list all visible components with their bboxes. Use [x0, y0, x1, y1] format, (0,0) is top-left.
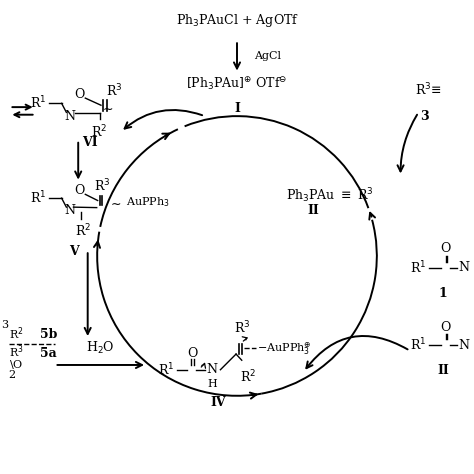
Text: R$^1$: R$^1$	[410, 337, 427, 354]
Text: II: II	[307, 204, 319, 217]
Text: O: O	[74, 88, 84, 101]
Text: 5a: 5a	[40, 346, 57, 360]
Text: VI: VI	[82, 136, 98, 149]
Text: R$^2$: R$^2$	[75, 223, 91, 239]
Text: H: H	[208, 379, 217, 389]
Text: IV: IV	[210, 396, 226, 409]
Text: $\sim$: $\sim$	[100, 101, 113, 115]
Text: R$^1$: R$^1$	[30, 190, 46, 207]
Text: AuPPh$_3$: AuPPh$_3$	[126, 195, 169, 210]
Text: R$^3$: R$^3$	[9, 343, 24, 360]
Text: O: O	[74, 184, 84, 197]
Text: H$_2$O: H$_2$O	[86, 340, 115, 356]
Text: 3: 3	[1, 319, 8, 330]
Text: N: N	[64, 109, 76, 123]
Text: N: N	[459, 261, 470, 274]
Text: R$^3$$\!\equiv$: R$^3$$\!\equiv$	[415, 82, 442, 99]
Text: II: II	[438, 364, 449, 377]
Text: N: N	[206, 363, 217, 376]
Text: R$^3$: R$^3$	[234, 320, 250, 337]
Text: AgCl: AgCl	[254, 51, 281, 61]
Text: 1: 1	[439, 287, 447, 300]
Text: R$^1$: R$^1$	[30, 95, 46, 112]
Text: O: O	[440, 242, 451, 255]
Text: $\backslash$O: $\backslash$O	[9, 357, 24, 371]
Text: R$^2$: R$^2$	[9, 326, 24, 343]
Text: R$^2$: R$^2$	[91, 123, 108, 140]
Text: I: I	[234, 102, 240, 115]
Text: N: N	[64, 204, 76, 218]
Text: 5b: 5b	[40, 328, 58, 341]
Text: O: O	[187, 346, 197, 360]
Text: O: O	[440, 320, 451, 334]
Text: V: V	[69, 245, 78, 258]
Text: 2: 2	[9, 370, 16, 381]
Text: 3: 3	[420, 110, 428, 123]
Text: R$^2$: R$^2$	[240, 368, 256, 385]
Text: $-$AuPPh$_3^{\oplus}$: $-$AuPPh$_3^{\oplus}$	[257, 340, 311, 356]
Text: R$^1$: R$^1$	[158, 361, 174, 378]
Text: Ph$_3$PAuCl + AgOTf: Ph$_3$PAuCl + AgOTf	[175, 12, 299, 29]
Text: R$^1$: R$^1$	[410, 259, 427, 276]
Text: N: N	[459, 338, 470, 352]
Text: $[$Ph$_3$PAu$]^{\oplus}$ OTf$^{\ominus}$: $[$Ph$_3$PAu$]^{\oplus}$ OTf$^{\ominus}$	[186, 76, 288, 93]
Text: R$^3$: R$^3$	[94, 178, 110, 194]
Text: Ph$_3$PAu $\equiv$ R$^3$: Ph$_3$PAu $\equiv$ R$^3$	[286, 186, 373, 204]
Text: $\sim$: $\sim$	[108, 196, 122, 210]
Text: R$^3$: R$^3$	[106, 83, 122, 100]
